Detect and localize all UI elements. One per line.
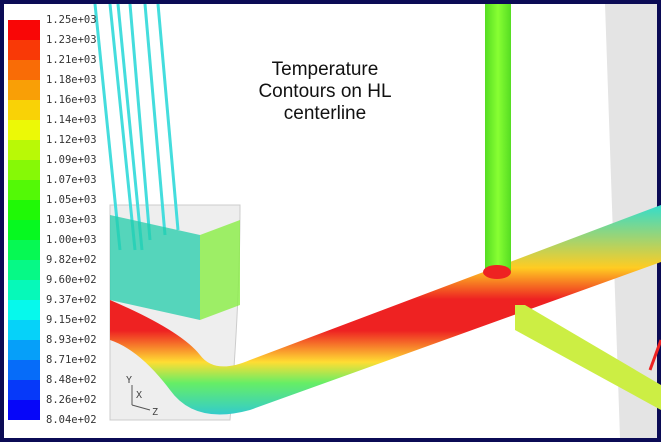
color-band [8, 180, 40, 200]
colorbar-label: 9.15e+02 [46, 314, 97, 326]
colorbar: 1.25e+03 1.23e+03 1.21e+03 1.18e+03 1.16e+03… [8, 14, 97, 426]
colorbar-label: 8.93e+02 [46, 334, 97, 346]
colorbar-label: 1.03e+03 [46, 214, 97, 226]
color-band [8, 160, 40, 180]
colorbar-label: 8.48e+02 [46, 374, 97, 386]
color-band [8, 80, 40, 100]
color-band [8, 260, 40, 280]
annotation-line: Temperature [272, 59, 379, 80]
color-band [8, 140, 40, 160]
annotation-line: centerline [284, 103, 366, 124]
color-band [8, 280, 40, 300]
colorbar-label: 1.07e+03 [46, 174, 97, 186]
colorbar-label: 9.37e+02 [46, 294, 97, 306]
colorbar-label: 1.12e+03 [46, 134, 97, 146]
color-band [8, 400, 40, 420]
junction [483, 265, 511, 279]
color-band [8, 300, 40, 320]
colorbar-label: 8.26e+02 [46, 394, 97, 406]
colorbar-label: 9.82e+02 [46, 254, 97, 266]
colorbar-label: 1.14e+03 [46, 114, 97, 126]
colorbar-label: 1.00e+03 [46, 234, 97, 246]
triad-label: Y [126, 375, 132, 386]
colorbar-label: 1.09e+03 [46, 154, 97, 166]
triad-label: X [136, 390, 142, 401]
colorbar-label: 1.16e+03 [46, 94, 97, 106]
color-band [8, 360, 40, 380]
color-band [8, 380, 40, 400]
color-band [8, 60, 40, 80]
color-band [8, 240, 40, 260]
colorbar-label: 1.05e+03 [46, 194, 97, 206]
colorbar-label: 1.18e+03 [46, 74, 97, 86]
plenum-side [200, 220, 240, 320]
colorbar-label: 8.04e+02 [46, 414, 97, 426]
annotation-line: Contours on HL [258, 81, 391, 102]
cfd-view: 1.25e+03 1.23e+03 1.21e+03 1.18e+03 1.16e+03… [0, 0, 661, 442]
colorbar-label: 1.23e+03 [46, 34, 97, 46]
color-band [8, 320, 40, 340]
vertical-pipe [485, 4, 511, 272]
color-band [8, 340, 40, 360]
color-band [8, 120, 40, 140]
colorbar-label: 9.60e+02 [46, 274, 97, 286]
color-band [8, 220, 40, 240]
color-band [8, 20, 40, 40]
colorbar-label: 8.71e+02 [46, 354, 97, 366]
colorbar-label: 1.25e+03 [46, 14, 97, 26]
colorbar-label: 1.21e+03 [46, 54, 97, 66]
triad-label: Z [152, 407, 158, 418]
color-band [8, 40, 40, 60]
color-band [8, 100, 40, 120]
color-band [8, 200, 40, 220]
